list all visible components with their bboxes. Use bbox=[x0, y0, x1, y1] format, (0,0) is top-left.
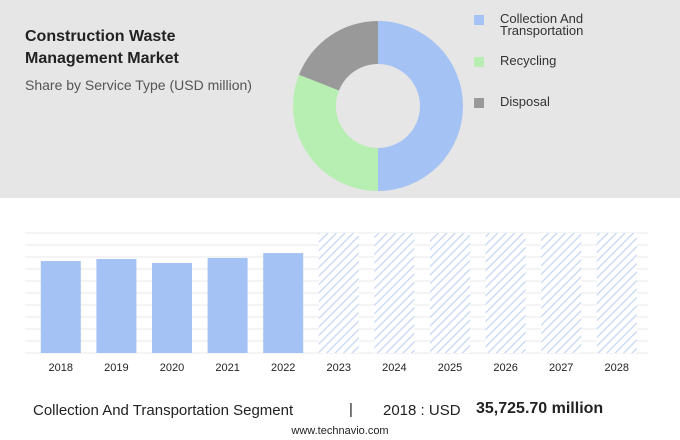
forecast-placeholder bbox=[374, 233, 415, 353]
x-tick-label: 2028 bbox=[605, 362, 629, 374]
forecast-placeholder bbox=[485, 233, 526, 353]
x-tick-label: 2027 bbox=[549, 362, 573, 374]
donut-slice bbox=[293, 74, 378, 191]
footer-separator: | bbox=[349, 401, 353, 418]
x-tick-label: 2023 bbox=[327, 362, 351, 374]
x-tick-label: 2024 bbox=[382, 362, 406, 374]
footer-amount: 35,725.70 million bbox=[476, 400, 604, 417]
x-tick-label: 2022 bbox=[271, 362, 295, 374]
legend-swatch bbox=[474, 98, 484, 108]
forecast-placeholder bbox=[541, 233, 582, 353]
donut-slice bbox=[298, 21, 378, 91]
bar bbox=[263, 253, 304, 353]
legend-label: Disposal bbox=[500, 94, 550, 109]
legend-swatch bbox=[474, 57, 484, 67]
bar bbox=[40, 261, 81, 353]
bar bbox=[207, 257, 248, 353]
x-tick-label: 2018 bbox=[49, 362, 73, 374]
footer-source: www.technavio.com bbox=[291, 425, 389, 437]
legend-swatch bbox=[474, 15, 484, 25]
bar bbox=[96, 259, 137, 353]
forecast-placeholder bbox=[596, 233, 637, 353]
x-tick-label: 2019 bbox=[104, 362, 128, 374]
chart-title: Construction Waste Management Market bbox=[25, 28, 179, 67]
footer-year: 2018 : USD bbox=[383, 402, 461, 419]
chart-subtitle: Share by Service Type (USD million) bbox=[25, 77, 252, 93]
x-tick-label: 2020 bbox=[160, 362, 184, 374]
footer-segment: Collection And Transportation Segment bbox=[33, 402, 294, 419]
forecast-placeholder bbox=[318, 233, 359, 353]
forecast-placeholder bbox=[430, 233, 470, 353]
x-tick-label: 2021 bbox=[215, 362, 239, 374]
bar bbox=[152, 263, 192, 353]
legend-label: Collection And Transportation bbox=[500, 11, 584, 38]
x-tick-label: 2025 bbox=[438, 362, 462, 374]
legend-label: Recycling bbox=[500, 53, 557, 68]
donut-slice bbox=[378, 21, 463, 191]
x-tick-label: 2026 bbox=[493, 362, 517, 374]
